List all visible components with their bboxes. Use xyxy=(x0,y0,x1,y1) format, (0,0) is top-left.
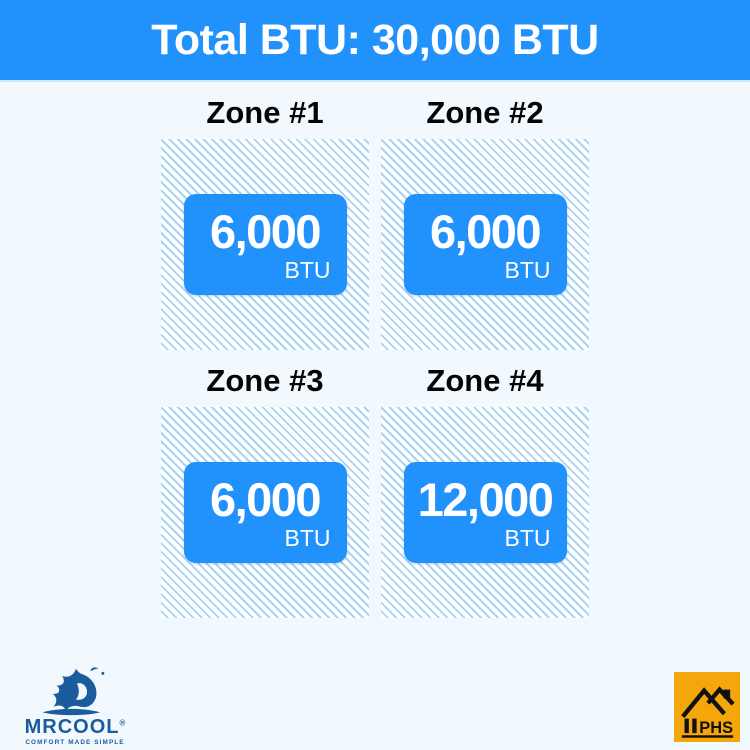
zone-1-btu-value: 6,000 xyxy=(209,204,322,258)
zone-1-btu-card: 6,000 BTU xyxy=(183,194,347,296)
zones-grid: Zone #1 6,000 BTU Zone #2 6,000 BTU Zone… xyxy=(0,94,750,619)
zone-4: Zone #4 12,000 BTU xyxy=(381,362,589,619)
mrcool-tagline: COMFORT MADE SIMPLE xyxy=(25,739,125,746)
zone-2-btu-value: 6,000 xyxy=(429,204,542,258)
zone-4-title: Zone #4 xyxy=(426,363,544,399)
zone-2-area: 6,000 BTU xyxy=(381,139,589,351)
zone-3-title: Zone #3 xyxy=(206,363,324,399)
zone-2-btu-card: 6,000 BTU xyxy=(403,194,567,296)
phs-logo: PHS xyxy=(674,672,740,742)
mrcool-name: MRCOOL xyxy=(24,716,120,738)
zone-1-area: 6,000 BTU xyxy=(161,139,369,351)
zone-3-area: 6,000 BTU xyxy=(161,407,369,619)
mrcool-penguin-icon xyxy=(42,667,105,716)
zone-1-btu-unit: BTU xyxy=(284,256,331,283)
zone-2-btu-unit: BTU xyxy=(504,256,551,283)
zone-1-title: Zone #1 xyxy=(206,95,324,130)
mrcool-wordmark: MRCOOL® xyxy=(16,717,134,737)
zone-4-btu-unit: BTU xyxy=(504,524,551,551)
zone-2-title: Zone #2 xyxy=(426,95,544,130)
zone-3-btu-unit: BTU xyxy=(284,524,331,551)
phs-house-icon: PHS xyxy=(681,686,735,738)
total-btu-title: Total BTU: 30,000 BTU xyxy=(151,15,599,64)
zone-3: Zone #3 6,000 BTU xyxy=(161,362,369,619)
registered-mark: ® xyxy=(119,718,126,728)
zone-1: Zone #1 6,000 BTU xyxy=(161,94,369,351)
zone-4-area: 12,000 BTU xyxy=(381,407,589,619)
header-banner: Total BTU: 30,000 BTU xyxy=(0,0,750,82)
mrcool-logo: MRCOOL® COMFORT MADE SIMPLE xyxy=(16,665,134,746)
zone-3-btu-card: 6,000 BTU xyxy=(183,462,347,564)
zone-2: Zone #2 6,000 BTU xyxy=(381,94,589,351)
phs-label: PHS xyxy=(699,719,733,737)
zone-4-btu-value: 12,000 xyxy=(417,472,554,526)
zone-3-btu-value: 6,000 xyxy=(209,472,322,526)
zone-4-btu-card: 12,000 BTU xyxy=(403,462,567,564)
